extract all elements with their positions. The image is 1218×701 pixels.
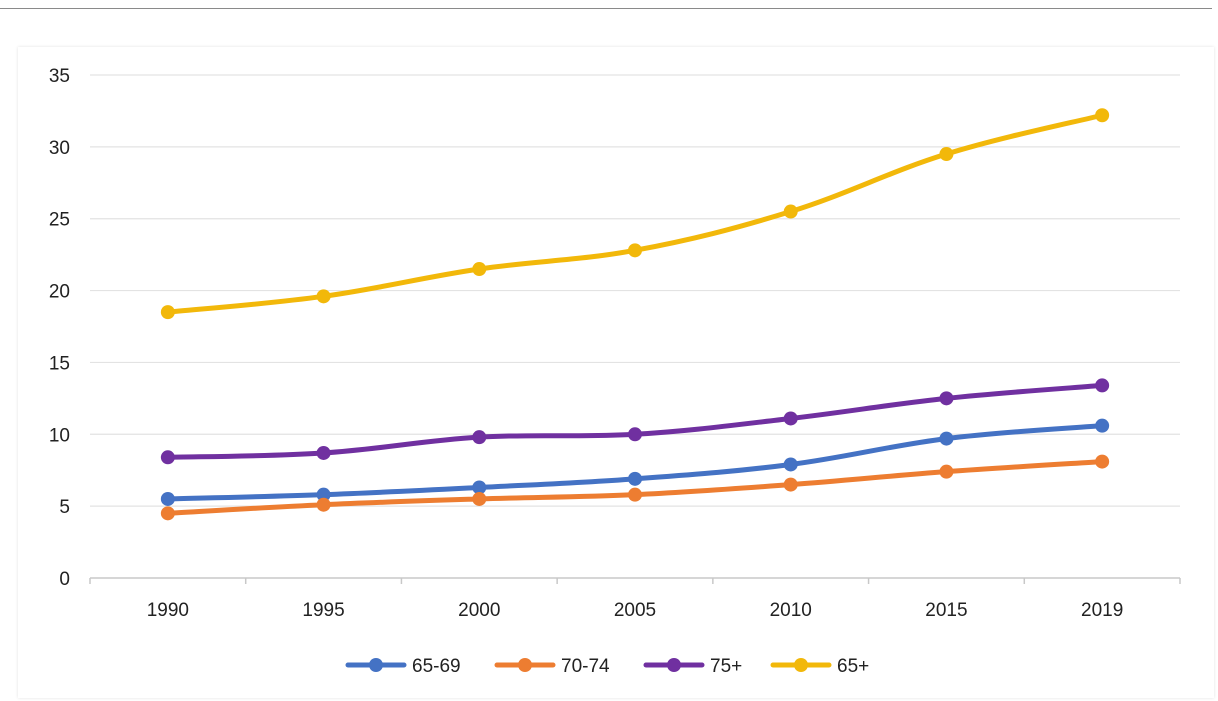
data-point: [628, 487, 642, 502]
data-point: [316, 497, 331, 512]
data-point: [939, 147, 954, 162]
series-65-69: [160, 418, 1110, 506]
data-point: [939, 391, 954, 406]
y-tick-label: 20: [49, 282, 70, 303]
legend-swatch-marker: [518, 658, 532, 672]
legend-item: 65-69: [345, 656, 461, 677]
series-line: [165, 112, 1105, 315]
y-tick-label: 10: [49, 425, 70, 446]
legend-swatch-marker: [794, 658, 808, 672]
data-point: [472, 262, 487, 277]
data-point: [1095, 108, 1110, 123]
legend-item: 75+: [643, 656, 742, 677]
axes: [89, 577, 1181, 584]
x-tick-label: 1990: [147, 600, 189, 621]
data-point: [939, 431, 954, 446]
legend-item: 65+: [770, 656, 869, 677]
legend-item: 70-74: [494, 656, 610, 677]
legend-label: 75+: [710, 656, 742, 677]
x-tick-label: 2019: [1081, 600, 1123, 621]
y-tick-label: 25: [49, 210, 70, 231]
data-point: [783, 457, 798, 472]
data-point: [472, 430, 487, 445]
y-tick-label: 0: [59, 569, 70, 590]
series-line: [165, 382, 1105, 460]
data-point: [472, 480, 487, 495]
y-tick-label: 5: [59, 497, 70, 518]
x-tick-label: 1995: [302, 600, 344, 621]
series-75-: [160, 378, 1110, 465]
data-point: [1095, 454, 1110, 469]
y-tick-label: 30: [49, 138, 70, 159]
x-tick-label: 2005: [614, 600, 656, 621]
y-axis-ticks: 0 5 10 15 20 25 30 35: [49, 66, 70, 590]
grid-lines: [90, 74, 1180, 507]
data-point: [316, 445, 331, 460]
top-divider: [0, 8, 1212, 9]
data-point: [472, 491, 487, 506]
data-point: [783, 204, 798, 219]
series-70-74: [160, 454, 1110, 521]
legend: 65-69 70-74 75+ 65+: [345, 656, 869, 677]
y-tick-label: 15: [49, 353, 70, 374]
data-point: [316, 289, 331, 304]
x-tick-label: 2010: [770, 600, 812, 621]
legend-swatch-marker: [667, 658, 681, 672]
x-axis-ticks: 1990 1995 2000 2005 2010 2015 2019: [147, 600, 1124, 621]
x-tick-label: 2015: [925, 600, 967, 621]
data-point: [939, 464, 954, 479]
series-lines: [160, 108, 1110, 521]
data-point: [160, 506, 175, 521]
series-65-: [160, 108, 1110, 320]
data-point: [628, 471, 642, 486]
data-point: [160, 491, 175, 506]
data-point: [160, 450, 175, 465]
data-point: [783, 477, 798, 492]
data-point: [316, 487, 331, 502]
data-point: [628, 427, 642, 442]
legend-label: 65-69: [412, 656, 461, 677]
legend-label: 65+: [837, 656, 869, 677]
x-tick-label: 2000: [458, 600, 500, 621]
line-chart: 0 5 10 15 20 25 30 35 1990 1995 2000 2005 2010 2015 2…: [49, 66, 1181, 677]
data-point: [628, 243, 642, 258]
y-tick-label: 35: [49, 66, 70, 87]
data-point: [160, 305, 175, 320]
data-point: [1095, 418, 1110, 433]
data-point: [1095, 378, 1110, 393]
legend-label: 70-74: [561, 656, 610, 677]
data-point: [783, 411, 798, 426]
legend-swatch-marker: [369, 658, 383, 672]
chart-panel: 0 5 10 15 20 25 30 35 1990 1995 2000 2005 2010 2015 2…: [18, 47, 1214, 698]
